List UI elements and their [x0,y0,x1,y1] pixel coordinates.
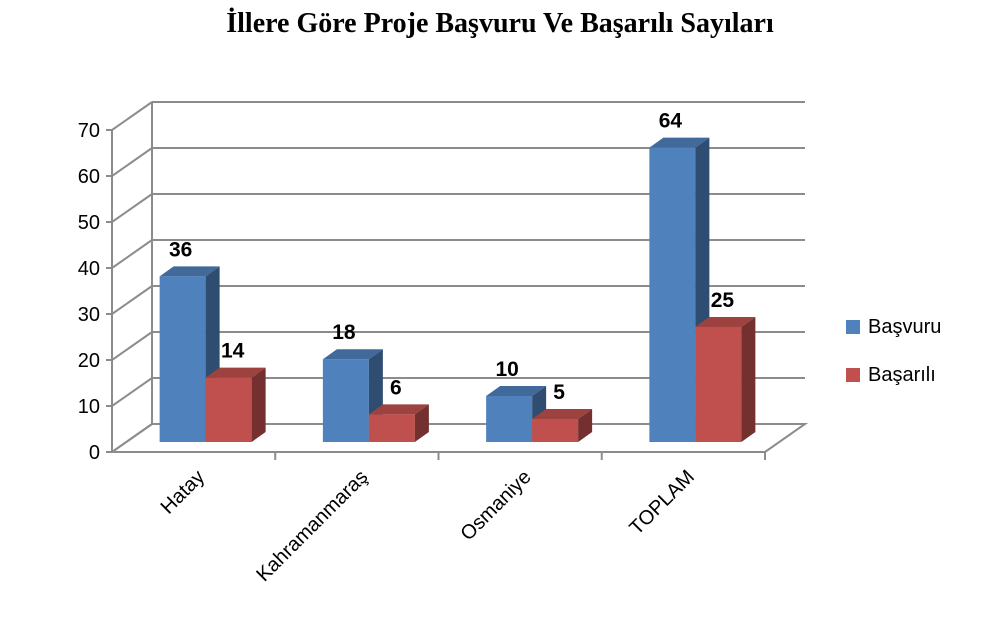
bar-toplam-0 [649,137,710,442]
legend-swatch-basarili [846,368,860,382]
gridline-side [111,101,153,131]
y-tick-label: 10 [78,396,100,418]
gridline-side [111,285,153,315]
bar-top [695,317,756,327]
x-tick-label: TOPLAM [625,466,698,539]
y-tick-label: 40 [78,258,100,280]
bar-side [251,367,266,442]
bar-front [159,276,206,442]
bar-front [695,327,742,442]
bar-front [205,377,252,442]
floor [108,423,809,453]
axes [106,102,766,460]
data-label: 25 [711,289,735,312]
gridline-side [111,377,153,407]
chart-title: İllere Göre Proje Başvuru Ve Başarılı Sa… [226,8,774,39]
data-label: 64 [659,110,683,133]
bar-top [486,386,547,396]
bar-front [322,359,369,442]
bar-front [532,419,579,442]
y-tick-label: 60 [78,166,100,188]
y-tick-label: 30 [78,304,100,326]
bars [159,137,756,442]
bar-top [322,349,383,360]
data-label: 10 [495,358,518,381]
data-label: 36 [169,238,192,261]
bar-front [368,414,415,442]
gridline-side [111,239,153,269]
bar-top [159,266,220,277]
bar-top [649,137,710,148]
gridline-side [111,331,153,361]
bar-top [532,409,593,419]
bar-front [649,147,696,442]
data-label: 14 [221,340,245,363]
data-label: 5 [553,381,565,404]
x-tick-label: Hatay [157,466,210,519]
bar-front [486,396,533,442]
y-tick-label: 20 [78,350,100,372]
legend-swatch-basvuru [846,320,860,334]
bar-kahramanmaraş-1 [368,404,429,442]
bar-toplam-1 [695,317,756,442]
data-label: 6 [390,376,402,399]
legend: Başvuru Başarılı [846,314,941,410]
legend-item-basvuru: Başvuru [846,314,941,340]
data-label: 18 [332,321,356,344]
legend-label-basarili: Başarılı [868,363,936,386]
y-tick-label: 50 [78,212,100,234]
bar-kahramanmaraş-0 [322,349,383,442]
gridline-side [111,193,153,223]
legend-label-basvuru: Başvuru [868,315,942,338]
x-tick-label: Osmaniye [456,466,535,545]
bar-hatay-1 [205,367,266,442]
legend-item-basarili: Başarılı [846,362,941,388]
bar-top [368,404,429,415]
bar-osmaniye-1 [532,409,593,442]
bar-side [741,317,756,442]
bar-side [578,409,593,442]
gridline-side [111,147,153,177]
y-tick-label: 70 [78,120,100,142]
y-tick-label: 0 [89,442,100,464]
x-tick-label: Kahramanmaraş [252,466,372,586]
bar-side [414,404,429,442]
bar-top [205,367,266,378]
